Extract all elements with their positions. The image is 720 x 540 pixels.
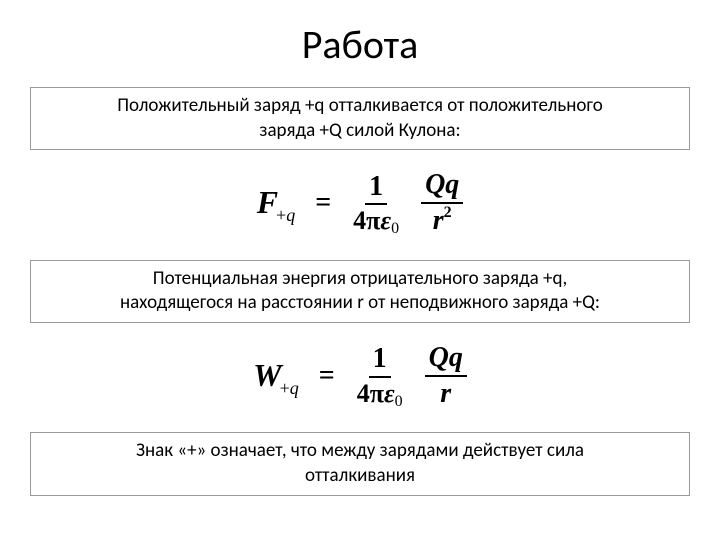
formula1-frac2: Qq r2: [421, 168, 463, 237]
box2-line1: Потенциальная энергия отрицательного зар…: [153, 267, 567, 290]
equals-sign: =: [315, 187, 331, 219]
description-box-3: Знак «+» означает, что между зарядами де…: [30, 432, 690, 495]
formula2-frac2: Qq r: [425, 341, 467, 410]
box3-line2: отталкивания: [305, 464, 415, 487]
box2-line2: находящегося на расстоянии r от неподвиж…: [120, 291, 600, 314]
formula2-frac1: 1 4πε0: [353, 342, 407, 409]
slide-title: Работа: [30, 20, 690, 69]
box3-line1: Знак «+» означает, что между зарядами де…: [136, 439, 584, 462]
formula2-lhs: W+q: [253, 357, 301, 394]
box1-line2: заряда +Q силой Кулона:: [259, 119, 460, 142]
description-box-2: Потенциальная энергия отрицательного зар…: [30, 260, 690, 323]
formula1-frac1: 1 4πε0: [349, 170, 403, 237]
box1-line1: Положительный заряд +q отталкивается от …: [117, 94, 603, 117]
description-box-1: Положительный заряд +q отталкивается от …: [30, 87, 690, 150]
coulomb-force-formula: F+q = 1 4πε0 Qq r2: [30, 168, 690, 237]
potential-energy-formula: W+q = 1 4πε0 Qq r: [30, 341, 690, 410]
formula1-lhs: F+q: [257, 184, 298, 221]
equals-sign-2: =: [319, 360, 335, 392]
